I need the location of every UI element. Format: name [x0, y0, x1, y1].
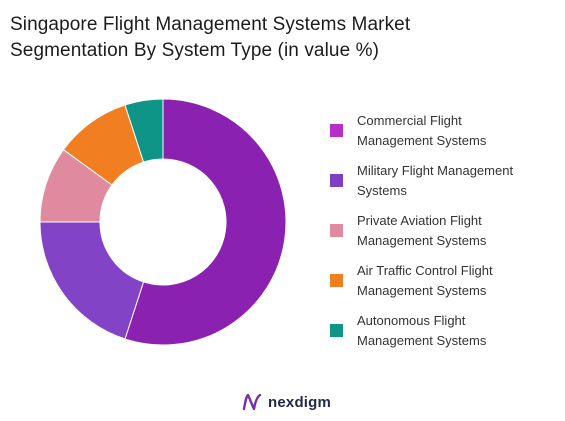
legend-label-air-traffic-control-line-1: Air Traffic Control Flight — [357, 263, 493, 278]
chart-title: Singapore Flight Management Systems Mark… — [10, 12, 550, 64]
legend-label-private-aviation: Private Aviation Flight Management Syste… — [357, 211, 560, 251]
legend-swatch-commercial — [330, 124, 343, 137]
legend-swatch-military — [330, 174, 343, 187]
nexdigm-logo: nexdigm — [242, 391, 331, 413]
legend-label-commercial-line-2: Management Systems — [357, 133, 487, 148]
legend-label-autonomous-line-1: Autonomous Flight — [357, 313, 466, 328]
legend-swatch-air-traffic-control — [330, 274, 343, 287]
legend-label-autonomous-line-2: Management Systems — [357, 333, 487, 348]
legend-label-private-aviation-line-1: Private Aviation Flight — [357, 213, 482, 228]
legend-item-military: Military Flight Management Systems — [330, 161, 560, 211]
legend-label-military-line-2: Systems — [357, 183, 407, 198]
nexdigm-logo-icon — [242, 393, 262, 411]
legend-label-commercial: Commercial Flight Management Systems — [357, 111, 560, 151]
legend-swatch-autonomous — [330, 324, 343, 337]
slice-military — [39, 221, 145, 340]
legend-item-commercial: Commercial Flight Management Systems — [330, 111, 560, 161]
chart-title-line-1: Singapore Flight Management Systems Mark… — [10, 14, 411, 35]
legend-label-military: Military Flight Management Systems — [357, 161, 560, 201]
legend-item-autonomous: Autonomous Flight Management Systems — [330, 311, 560, 361]
legend-label-air-traffic-control-line-2: Management Systems — [357, 283, 487, 298]
slice-commercial — [124, 98, 287, 346]
legend-label-commercial-line-1: Commercial Flight — [357, 113, 462, 128]
legend-item-air-traffic-control: Air Traffic Control Flight Management Sy… — [330, 261, 560, 311]
logo-text: nexdigm — [268, 393, 332, 411]
chart-title-line-2: Segmentation By System Type (in value %) — [10, 40, 380, 61]
legend-item-private-aviation: Private Aviation Flight Management Syste… — [330, 211, 560, 261]
legend-label-air-traffic-control: Air Traffic Control Flight Management Sy… — [357, 261, 560, 301]
legend-swatch-private-aviation — [330, 224, 343, 237]
legend-label-private-aviation-line-2: Management Systems — [357, 233, 487, 248]
legend-label-military-line-1: Military Flight Management — [357, 163, 514, 178]
legend-label-autonomous: Autonomous Flight Management Systems — [357, 311, 560, 351]
chart-legend: Commercial Flight Management Systems Mil… — [330, 111, 560, 361]
slice-autonomous — [124, 98, 164, 163]
donut-slices — [39, 98, 287, 346]
